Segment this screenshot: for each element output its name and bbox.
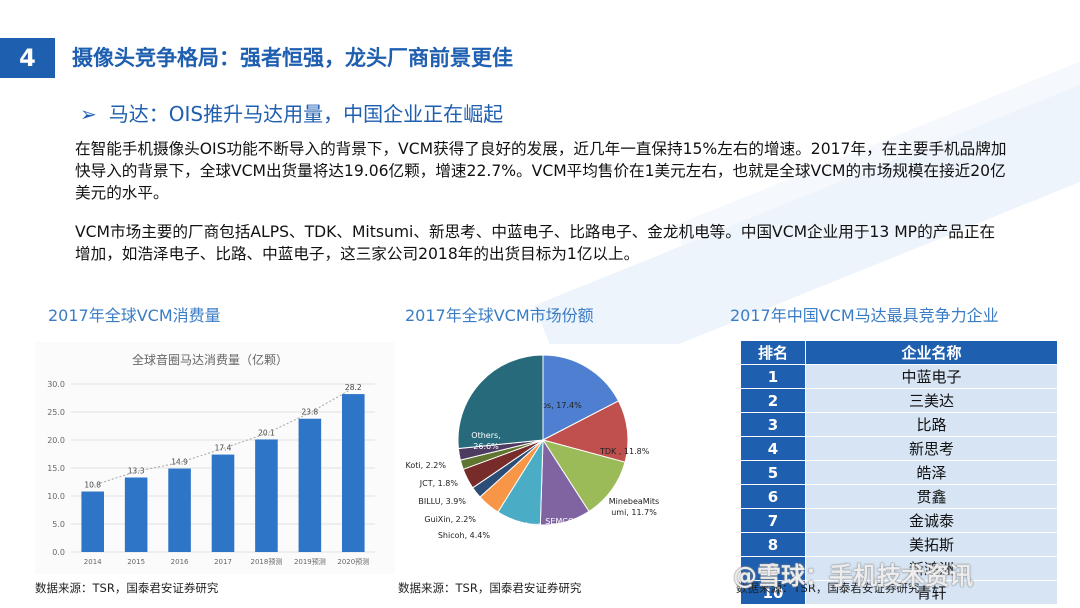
company-cell: 中蓝电子 [805, 364, 1058, 389]
bar [298, 418, 322, 552]
rank-cell: 8 [740, 532, 806, 557]
y-tick-label: 10.0 [47, 492, 65, 501]
trend-line [92, 387, 354, 486]
pie-label: 8.4% [521, 532, 542, 541]
rank-cell: 5 [740, 460, 806, 485]
source-note-table: 数据来源：TSR，国泰君安证券研究 [736, 581, 920, 595]
bar [124, 477, 148, 552]
bar [341, 394, 365, 552]
table-header-row: 排名 企业名称 [740, 340, 1058, 365]
company-cell: 青轩 [805, 580, 1058, 605]
source-note-bar-chart: 数据来源：TSR，国泰君安证券研究 [35, 581, 219, 595]
section-title-consumption: 2017年全球VCM消费量 [48, 306, 221, 325]
pie-slice [541, 439, 626, 513]
bar-chart-panel: 全球音圈马达消费量（亿颗） 0.0 5.0 10.0 15.0 20.0 25.0 30.0 1… [35, 342, 395, 574]
table-row: 8 美拓斯 [740, 532, 1058, 557]
section-title-top-companies: 2017年中国VCM马达最具竞争力企业 [730, 306, 999, 325]
company-cell: 比路 [805, 412, 1058, 437]
pie-label: 26.6% [473, 442, 499, 451]
y-tick-label: 25.0 [47, 408, 65, 417]
pie-label: TDK , 11.8% [599, 447, 650, 456]
rank-cell: 7 [740, 508, 806, 533]
data-label: 14.9 [171, 458, 188, 467]
y-tick-label: 5.0 [52, 520, 65, 529]
table-row: 9 新鸿洲 [740, 556, 1058, 581]
data-label: 23.8 [302, 408, 319, 417]
bar-chart: 全球音圈马达消费量（亿颗） 0.0 5.0 10.0 15.0 20.0 25.0 30.0 1… [47, 352, 375, 566]
paragraph-2: VCM市场主要的厂商包括ALPS、TDK、Mitsumi、新思考、中蓝电子、比路… [75, 223, 996, 263]
column-header-company: 企业名称 [805, 340, 1058, 365]
company-cell: 皓泽 [805, 460, 1058, 485]
pie-slice [542, 354, 620, 441]
arrow-bullet-icon: ➢ [80, 102, 97, 126]
pie-label: Jahwa, [517, 521, 544, 530]
table-row: 6 贯鑫 [740, 484, 1058, 509]
table-row: 4 新思考 [740, 436, 1058, 461]
bar [81, 491, 105, 552]
data-label: 28.2 [345, 383, 362, 392]
pie-label: MinebeaMits [609, 497, 659, 506]
bar [255, 439, 278, 552]
pie-slice [457, 354, 544, 450]
pie-chart: Alps, 17.4% TDK , 11.8% MinebeaMits umi, 11… [405, 354, 659, 541]
table-row: 5 皓泽 [740, 460, 1058, 485]
rank-cell: 3 [740, 412, 806, 437]
table-row: 7 金诚泰 [740, 508, 1058, 533]
bar [168, 468, 191, 552]
company-cell: 美拓斯 [805, 532, 1058, 557]
x-tick-label: 2017 [214, 558, 232, 566]
x-tick-label: 2014 [84, 558, 102, 566]
slide-subtitle: ➢ 马达：OIS推升马达用量，中国企业正在崛起 [80, 98, 503, 127]
pie-label: JCT, 1.8% [419, 479, 459, 488]
rank-cell: 10 [740, 580, 806, 605]
rank-cell: 2 [740, 388, 806, 413]
section-number-badge: 4 [0, 38, 55, 78]
rank-cell: 4 [740, 436, 806, 461]
table-row: 10 青轩 [740, 580, 1058, 605]
x-tick-label: 2020预测 [337, 557, 369, 566]
data-label: 17.4 [215, 444, 232, 453]
x-tick-label: 2019预测 [294, 557, 326, 566]
pie-label: Others, [471, 431, 500, 440]
y-tick-label: 0.0 [52, 548, 65, 557]
paragraph-1: 在智能手机摄像头OIS功能不断导入的背景下，VCM获得了良好的发展，近几年一直保… [75, 140, 1007, 202]
table-row: 3 比路 [740, 412, 1058, 437]
source-note-pie-chart: 数据来源：TSR，国泰君安证券研究 [398, 581, 582, 595]
pie-label: 9.6% [551, 528, 572, 537]
chart-title: 全球音圈马达消费量（亿颗） [132, 352, 288, 367]
rank-cell: 9 [740, 556, 806, 581]
pie-label: umi, 11.7% [611, 508, 657, 517]
bar [211, 454, 235, 552]
pie-slice [541, 400, 629, 463]
section-title-market-share: 2017年全球VCM市场份额 [405, 306, 594, 325]
pie-label: BILLU, 3.9% [418, 497, 466, 506]
rank-cell: 6 [740, 484, 806, 509]
company-cell: 三美达 [805, 388, 1058, 413]
company-cell: 贯鑫 [805, 484, 1058, 509]
table-row: 1 中蓝电子 [740, 364, 1058, 389]
subtitle-text: 马达：OIS推升马达用量，中国企业正在崛起 [108, 102, 504, 126]
x-tick-label: 2016 [171, 558, 189, 566]
pie-label: SEMCO, [545, 517, 576, 526]
pie-label: Shicoh, 4.4% [438, 531, 491, 540]
pie-chart-panel: Alps, 17.4% TDK , 11.8% MinebeaMits umi, 11… [396, 344, 696, 574]
pie-label: Koti, 2.2% [405, 461, 446, 470]
column-header-rank: 排名 [740, 340, 806, 365]
slide-title: 摄像头竞争格局：强者恒强，龙头厂商前景更佳 [72, 46, 513, 70]
company-cell: 新思考 [805, 436, 1058, 461]
table-row: 2 三美达 [740, 388, 1058, 413]
rank-cell: 1 [740, 364, 806, 389]
company-cell: 金诚泰 [805, 508, 1058, 533]
y-tick-label: 20.0 [47, 436, 65, 445]
x-tick-label: 2015 [127, 558, 145, 566]
x-tick-label: 2018预测 [251, 557, 283, 566]
watermark: @雪球：手机技术资讯 [733, 562, 973, 590]
pie-label: GuiXin, 2.2% [424, 515, 476, 524]
y-tick-label: 30.0 [47, 380, 65, 389]
pie-label: Alps, 17.4% [534, 401, 582, 410]
slide-header: 4 摄像头竞争格局：强者恒强，龙头厂商前景更佳 [0, 38, 1080, 78]
y-tick-label: 15.0 [47, 464, 65, 473]
ranking-table: 排名 企业名称 1 中蓝电子 2 三美达 3 比路 4 新思考 5 皓泽 6 贯鑫 7 金诚泰… [740, 340, 1058, 605]
